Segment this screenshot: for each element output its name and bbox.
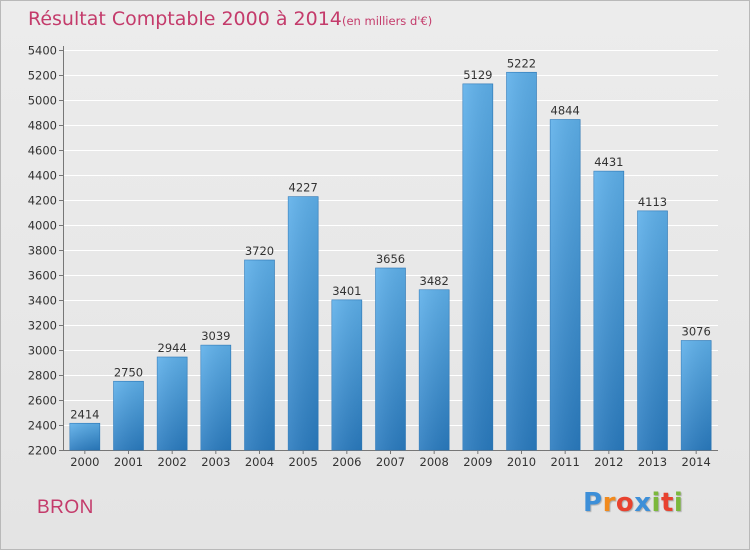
x-tick-label: 2013	[638, 455, 667, 469]
x-tick-label: 2002	[158, 455, 187, 469]
bar-shade	[550, 119, 581, 450]
data-label: 4844	[551, 104, 580, 118]
y-tick-label: 3400	[28, 294, 57, 308]
axes: 2200 2400 2600 2800 3000 3200 3400 3600 3800 4000…	[28, 44, 718, 469]
data-label: 4227	[289, 181, 318, 195]
x-tick-label: 2000	[70, 455, 99, 469]
chart-subtitle: (en milliers d'€)	[342, 14, 433, 28]
data-label: 2750	[114, 365, 143, 379]
logo-letter: P	[583, 488, 603, 518]
data-label: 3076	[682, 325, 711, 339]
y-tick-label: 4800	[28, 119, 57, 133]
y-tick-label: 3200	[28, 319, 57, 333]
data-label: 4431	[594, 155, 623, 169]
data-label: 2944	[158, 341, 187, 355]
x-tick-label: 2001	[114, 455, 143, 469]
y-tick-label: 3800	[28, 244, 57, 258]
y-tick-label: 3000	[28, 344, 57, 358]
y-tick-label: 5400	[28, 44, 57, 58]
logo-letter: r	[602, 488, 616, 518]
x-tick-label: 2007	[376, 455, 405, 469]
y-tick-label: 5000	[28, 94, 57, 108]
y-tick-label: 4200	[28, 194, 57, 208]
bar-shade	[375, 268, 406, 450]
bar-shade	[69, 423, 100, 450]
x-tick-label: 2005	[289, 455, 318, 469]
data-label: 5129	[463, 68, 492, 82]
bar-shade	[681, 340, 712, 450]
x-tick-label: 2008	[420, 455, 449, 469]
data-label: 5222	[507, 56, 536, 70]
logo-letter: i	[651, 488, 661, 518]
data-label: 3039	[201, 329, 230, 343]
bar-shade	[462, 83, 493, 450]
x-tick-label: 2012	[594, 455, 623, 469]
city-name: BRON	[37, 497, 94, 518]
logo-letter: o	[615, 488, 635, 518]
y-tick-label: 2200	[28, 444, 57, 458]
y-tick-label: 3600	[28, 269, 57, 283]
bar-shade	[200, 345, 231, 450]
x-tick-label: 2009	[463, 455, 492, 469]
logo-letter: i	[673, 488, 684, 518]
x-tick-label: 2010	[507, 455, 536, 469]
y-tick-label: 5200	[28, 69, 57, 83]
x-tick-label: 2003	[201, 455, 230, 469]
y-tick-label: 4400	[28, 169, 57, 183]
logo-letter: x	[634, 488, 652, 518]
bar-shade	[637, 210, 668, 450]
bar-shade	[419, 289, 450, 450]
bar-shade	[113, 381, 144, 450]
x-tick-label: 2014	[682, 455, 711, 469]
x-tick-label: 2004	[245, 455, 274, 469]
bar-shade	[506, 72, 537, 450]
x-tick-label: 2011	[551, 455, 580, 469]
proxiti-logo[interactable]: Proxiti	[583, 488, 683, 518]
bar-shade	[288, 196, 319, 450]
y-tick-label: 2400	[28, 419, 57, 433]
bar-shade	[157, 357, 188, 450]
data-label: 3401	[332, 284, 361, 298]
logo-letter: t	[660, 488, 674, 518]
bar-shade	[331, 299, 362, 450]
data-labels: 2414 2750 2944 3039 3720 4227 3401 3656 3482 5129…	[70, 56, 711, 421]
y-tick-label: 4000	[28, 219, 57, 233]
data-label: 2414	[70, 407, 99, 421]
y-tick-label: 2800	[28, 369, 57, 383]
data-label: 3482	[420, 274, 449, 288]
y-tick-label: 4600	[28, 144, 57, 158]
data-label: 3720	[245, 244, 274, 258]
bar-shade	[244, 260, 275, 450]
chart-title: Résultat Comptable 2000 à 2014	[28, 8, 342, 30]
x-tick-label: 2006	[332, 455, 361, 469]
y-tick-label: 2600	[28, 394, 57, 408]
data-label: 3656	[376, 252, 405, 266]
data-label: 4113	[638, 195, 667, 209]
bars	[69, 71, 712, 451]
bar-shade	[593, 171, 624, 450]
